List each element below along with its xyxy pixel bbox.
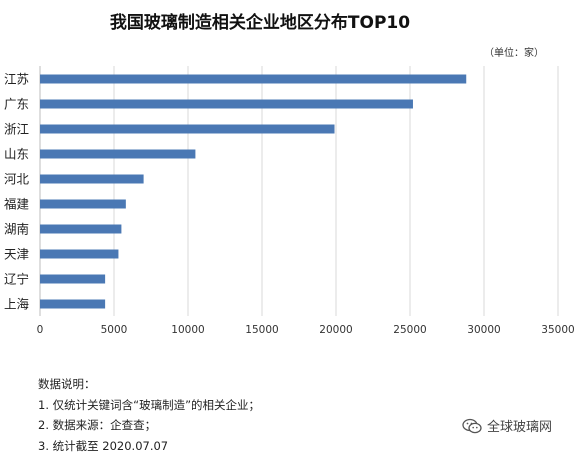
bar [40,300,105,309]
notes-line-1: 1. 仅统计关键词含“玻璃制造”的相关企业； [38,395,260,416]
category-label: 江苏 [4,72,29,87]
notes-line-2: 2. 数据来源：企查查； [38,415,260,436]
category-label: 浙江 [4,122,29,137]
bar [40,75,466,84]
x-tick-label: 10000 [171,324,204,336]
category-label: 山东 [4,147,29,162]
notes-heading: 数据说明： [38,374,260,395]
bar [40,250,118,259]
bar [40,175,144,184]
x-tick-label: 35000 [541,324,574,336]
bar [40,125,335,134]
x-tick-label: 25000 [393,324,426,336]
bars [40,75,466,309]
x-tick-label: 30000 [467,324,500,336]
watermark-text: 全球玻璃网 [487,416,552,435]
category-label: 上海 [4,297,30,312]
bar [40,225,121,234]
bar [40,150,195,159]
category-label: 辽宁 [4,272,29,287]
x-tick-label: 20000 [319,324,352,336]
bar [40,200,126,209]
x-tick-label: 0 [37,324,44,336]
category-label: 福建 [4,197,30,212]
category-label: 河北 [4,172,30,187]
watermark: 全球玻璃网 [462,416,552,435]
data-notes: 数据说明： 1. 仅统计关键词含“玻璃制造”的相关企业； 2. 数据来源：企查查… [38,374,260,456]
wechat-icon [462,418,482,434]
category-label: 天津 [4,247,29,262]
bar [40,275,105,284]
bar [40,100,413,109]
category-label: 湖南 [4,222,29,237]
category-label: 广东 [4,97,29,112]
x-tick-label: 15000 [245,324,278,336]
x-tick-label: 5000 [101,324,128,336]
x-tick-labels: 0 5000 10000 15000 20000 25000 30000 35000 [37,324,575,336]
